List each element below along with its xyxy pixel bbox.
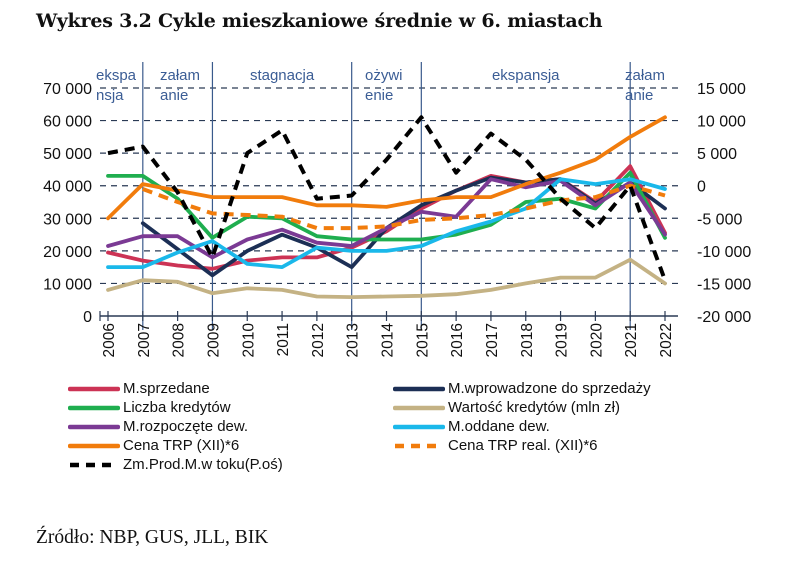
y-left-tick-label: 10 000 <box>43 276 92 293</box>
series-line-m-rozpocz-te-dew <box>106 177 667 260</box>
legend-label: Cena TRP (XII)*6 <box>123 437 240 454</box>
legend-item: Liczba kredytów <box>68 399 231 416</box>
x-tick-label: 2013 <box>345 323 362 357</box>
legend-swatch <box>68 405 120 411</box>
legend-label: M.rozpoczęte dew. <box>123 418 249 435</box>
legend-label: M.wprowadzone do sprzedaży <box>448 380 651 397</box>
phase-label: anie <box>625 87 653 104</box>
phase-label: załam <box>160 67 200 84</box>
y-right-tick-label: -5 000 <box>697 211 742 228</box>
y-left-tick-label: 40 000 <box>43 179 92 196</box>
legend-item: M.sprzedane <box>68 380 210 397</box>
source-note: Źródło: NBP, GUS, JLL, BIK <box>36 527 269 548</box>
legend-label: M.sprzedane <box>123 380 210 397</box>
x-tick-label: 2010 <box>240 323 257 358</box>
y-left-tick-label: 50 000 <box>43 146 92 163</box>
legend-item: Zm.Prod.M.w toku(P.oś) <box>68 456 283 473</box>
y-left-tick-label: 70 000 <box>43 81 92 98</box>
y-right-tick-label: 0 <box>697 179 706 196</box>
legend-item: Wartość kredytów (mln zł) <box>393 399 620 416</box>
series-line-zm-prod-m-w-toku-p-o <box>107 115 667 281</box>
legend-label: Zm.Prod.M.w toku(P.oś) <box>123 456 283 473</box>
legend-label: Cena TRP real. (XII)*6 <box>448 437 598 454</box>
y-left-tick-label: 60 000 <box>43 114 92 131</box>
y-right-tick-label: -20 000 <box>697 309 751 326</box>
y-right-tick-label: 10 000 <box>697 114 746 131</box>
phase-label: ożywi <box>365 67 403 84</box>
legend-label: M.oddane dew. <box>448 418 550 435</box>
legend-item: M.rozpoczęte dew. <box>68 418 248 435</box>
legend-swatch <box>68 443 120 449</box>
x-tick-label: 2020 <box>588 323 605 358</box>
series-line-m-oddane-dew <box>106 177 667 269</box>
x-tick-label: 2019 <box>554 323 571 357</box>
x-tick-label: 2018 <box>519 323 536 357</box>
legend-item: M.wprowadzone do sprzedaży <box>393 380 651 397</box>
y-left-tick-label: 20 000 <box>43 244 92 261</box>
legend-swatch <box>393 424 445 430</box>
legend-label: Liczba kredytów <box>123 399 231 416</box>
y-right-tick-label: 5 000 <box>697 146 737 163</box>
legend-item: M.oddane dew. <box>393 418 550 435</box>
x-tick-label: 2022 <box>658 323 675 357</box>
series-line-m-wprowadzone-do-sprzeda-y <box>140 175 667 278</box>
legend-swatch <box>393 386 445 392</box>
series-line-cena-trp-real-xii-6 <box>142 183 666 231</box>
y-left-tick-label: 30 000 <box>43 211 92 228</box>
legend-item: Cena TRP real. (XII)*6 <box>393 437 598 454</box>
x-tick-label: 2014 <box>380 323 397 358</box>
phase-label: stagnacja <box>250 67 315 84</box>
legend-item: Cena TRP (XII)*6 <box>68 437 239 454</box>
x-tick-label: 2017 <box>484 323 501 357</box>
legend-swatch <box>68 424 120 430</box>
x-tick-label: 2012 <box>310 323 327 357</box>
legend-swatch <box>68 386 120 392</box>
series-line-liczba-kredyt-w <box>106 170 667 242</box>
x-tick-label: 2007 <box>136 323 153 357</box>
y-right-tick-label: -10 000 <box>697 244 751 261</box>
x-tick-label: 2015 <box>414 323 431 357</box>
phase-label: anie <box>160 87 188 104</box>
x-tick-label: 2006 <box>101 323 118 357</box>
chart-legend: M.sprzedane M.wprowadzone do sprzedaży Lic… <box>68 380 768 480</box>
legend-label: Wartość kredytów (mln zł) <box>448 399 620 416</box>
line-chart: 0 10 000 20 000 30 000 40 000 50 000 60 000 70 … <box>43 62 751 358</box>
x-tick-label: 2016 <box>449 323 466 357</box>
phase-label: nsja <box>96 87 124 104</box>
x-tick-label: 2021 <box>623 323 640 357</box>
y-right-tick-label: 15 000 <box>697 81 746 98</box>
phase-label: enie <box>365 87 393 104</box>
series-line-cena-trp-xii-6 <box>106 115 667 221</box>
legend-swatch <box>395 443 443 449</box>
chart-title: Wykres 3.2 Cykle mieszkaniowe średnie w … <box>36 10 603 32</box>
x-tick-label: 2011 <box>275 323 292 356</box>
legend-swatch <box>70 462 118 468</box>
legend-swatch <box>393 405 445 411</box>
phase-label: ekspansja <box>492 67 560 84</box>
phase-label: ekspa <box>96 67 137 84</box>
y-right-tick-label: -15 000 <box>697 276 751 293</box>
series-line-warto-kredyt-w-mln-z <box>106 257 667 299</box>
x-tick-label: 2008 <box>171 323 188 357</box>
x-tick-label: 2009 <box>205 323 222 357</box>
phase-label: załam <box>625 67 665 84</box>
y-left-tick-label: 0 <box>83 309 92 326</box>
